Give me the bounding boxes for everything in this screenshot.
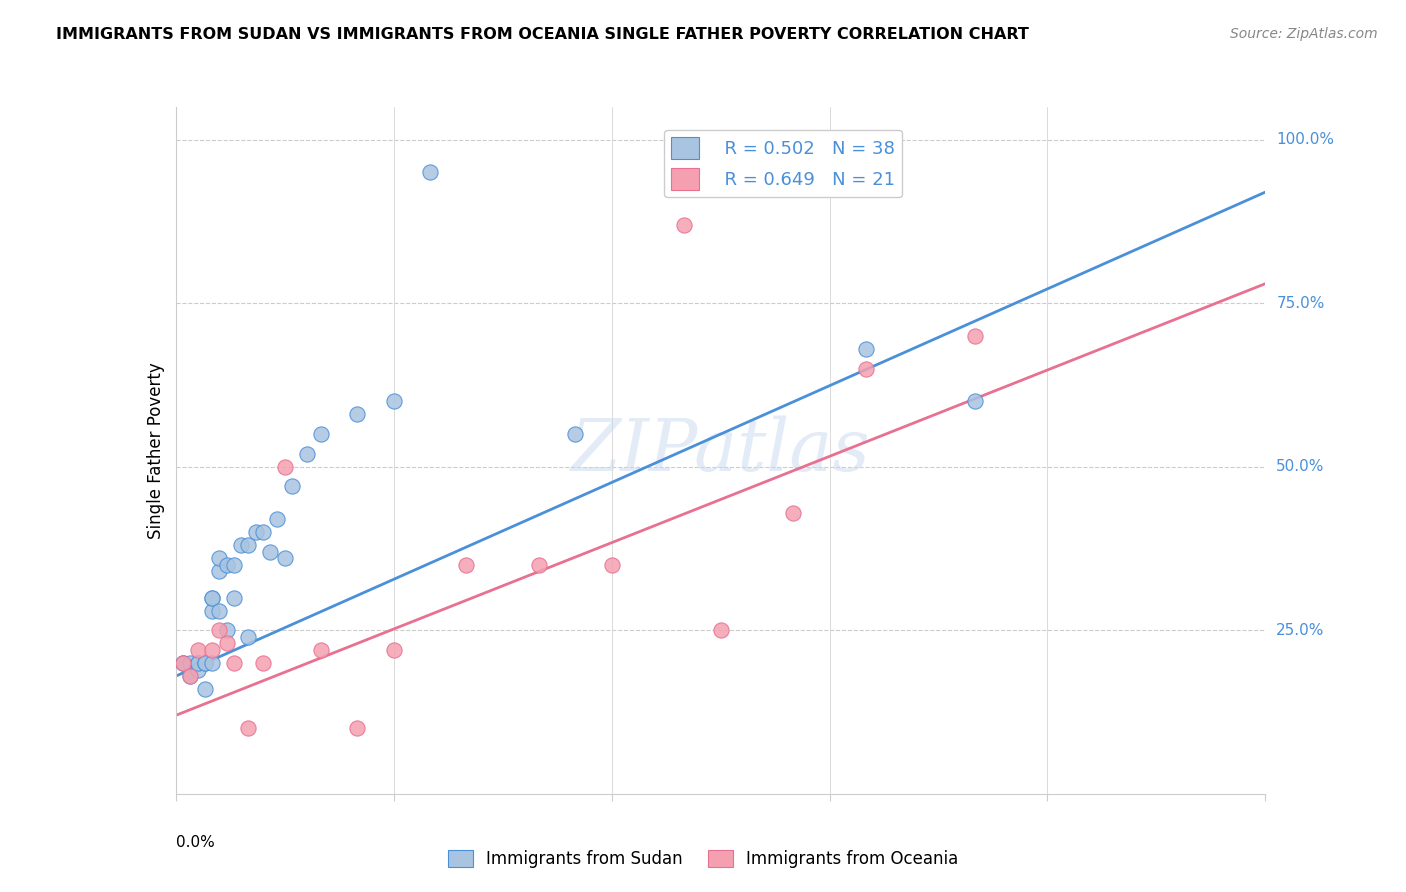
- Point: [259, 545, 281, 559]
- Point: [281, 479, 304, 493]
- Point: [186, 656, 209, 670]
- Text: IMMIGRANTS FROM SUDAN VS IMMIGRANTS FROM OCEANIA SINGLE FATHER POVERTY CORRELATI: IMMIGRANTS FROM SUDAN VS IMMIGRANTS FROM…: [56, 27, 1029, 42]
- Point: [231, 538, 253, 552]
- Point: [172, 656, 194, 670]
- Text: 25.0%: 25.0%: [1277, 623, 1324, 638]
- Point: [208, 551, 231, 566]
- Point: [346, 722, 368, 736]
- Point: [963, 329, 986, 343]
- Point: [245, 525, 267, 540]
- Point: [274, 459, 297, 474]
- Point: [222, 591, 245, 605]
- Point: [600, 558, 623, 572]
- Text: 100.0%: 100.0%: [1277, 132, 1334, 147]
- Point: [295, 447, 318, 461]
- Point: [419, 165, 441, 179]
- Point: [309, 427, 332, 442]
- Point: [252, 525, 274, 540]
- Point: [222, 656, 245, 670]
- Point: [274, 551, 297, 566]
- Point: [201, 643, 224, 657]
- Point: [172, 656, 194, 670]
- Point: [215, 624, 238, 638]
- Point: [309, 643, 332, 657]
- Point: [266, 512, 288, 526]
- Text: Source: ZipAtlas.com: Source: ZipAtlas.com: [1230, 27, 1378, 41]
- Y-axis label: Single Father Poverty: Single Father Poverty: [146, 362, 165, 539]
- Point: [382, 394, 405, 409]
- Point: [382, 643, 405, 657]
- Point: [194, 656, 217, 670]
- Point: [238, 630, 260, 644]
- Point: [527, 558, 550, 572]
- Legend:   R = 0.502   N = 38,   R = 0.649   N = 21: R = 0.502 N = 38, R = 0.649 N = 21: [664, 130, 903, 197]
- Text: ZIPatlas: ZIPatlas: [571, 415, 870, 486]
- Point: [456, 558, 478, 572]
- Point: [194, 682, 217, 697]
- Point: [179, 669, 201, 683]
- Point: [208, 565, 231, 579]
- Point: [252, 656, 274, 670]
- Point: [782, 506, 804, 520]
- Point: [194, 656, 217, 670]
- Point: [172, 656, 194, 670]
- Text: 50.0%: 50.0%: [1277, 459, 1324, 475]
- Point: [208, 624, 231, 638]
- Point: [201, 604, 224, 618]
- Point: [346, 408, 368, 422]
- Legend: Immigrants from Sudan, Immigrants from Oceania: Immigrants from Sudan, Immigrants from O…: [441, 843, 965, 875]
- Point: [208, 604, 231, 618]
- Point: [238, 538, 260, 552]
- Point: [855, 342, 877, 356]
- Point: [201, 656, 224, 670]
- Point: [186, 663, 209, 677]
- Point: [186, 643, 209, 657]
- Point: [179, 669, 201, 683]
- Point: [215, 558, 238, 572]
- Text: 0.0%: 0.0%: [176, 835, 215, 850]
- Point: [673, 218, 696, 232]
- Point: [963, 394, 986, 409]
- Point: [222, 558, 245, 572]
- Point: [215, 636, 238, 650]
- Point: [201, 591, 224, 605]
- Text: 75.0%: 75.0%: [1277, 296, 1324, 310]
- Point: [179, 656, 201, 670]
- Point: [564, 427, 586, 442]
- Point: [238, 722, 260, 736]
- Point: [855, 361, 877, 376]
- Point: [186, 656, 209, 670]
- Point: [710, 624, 733, 638]
- Point: [201, 591, 224, 605]
